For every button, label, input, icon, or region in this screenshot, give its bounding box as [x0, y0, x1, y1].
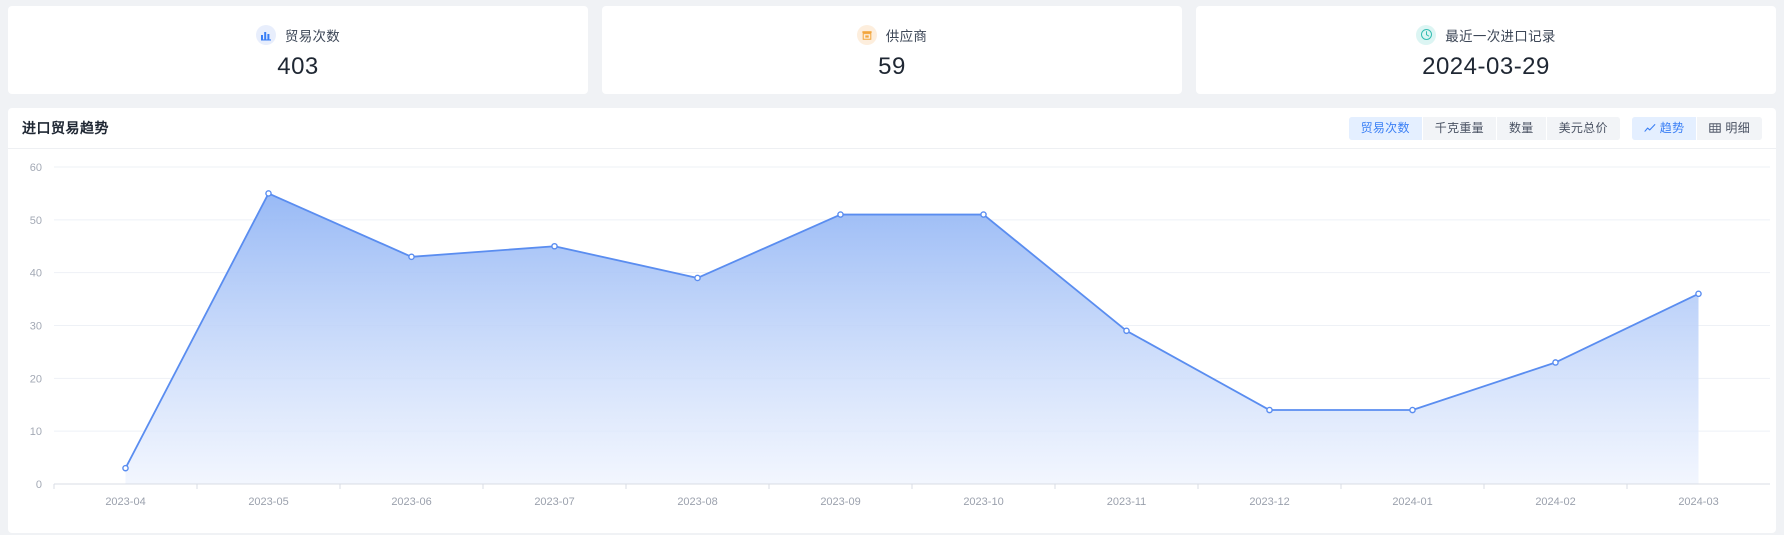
data-point — [1409, 406, 1416, 414]
trend-chart-panel: 进口贸易趋势 贸易次数 千克重量 数量 美元总价 — [8, 108, 1776, 533]
data-point — [1695, 290, 1702, 298]
data-point — [265, 190, 272, 197]
bar-chart-icon — [255, 24, 276, 45]
data-point — [1552, 359, 1559, 366]
data-point — [837, 211, 844, 218]
x-tick-label: 2023-07 — [534, 496, 574, 508]
x-tick-label: 2023-09 — [820, 496, 860, 508]
y-tick-label: 20 — [30, 373, 42, 385]
y-tick-label: 60 — [30, 162, 42, 174]
metric-tab-group: 贸易次数 千克重量 数量 美元总价 — [1348, 116, 1620, 140]
trend-area-chart[interactable]: 0 10 20 30 40 50 60 2023-04 2023-05 2023-06 2023-0… — [8, 149, 1776, 532]
line-chart-icon — [1644, 122, 1656, 134]
x-tick-label: 2023-05 — [248, 496, 288, 508]
panel-header: 进口贸易趋势 贸易次数 千克重量 数量 美元总价 — [8, 108, 1776, 149]
chart-line — [124, 192, 1699, 469]
x-tick-label: 2023-10 — [963, 496, 1003, 508]
stat-cards-row: 贸易次数 403 供应商 59 — [8, 6, 1776, 94]
data-point — [551, 242, 558, 250]
panel-toolbar: 贸易次数 千克重量 数量 美元总价 — [1348, 116, 1762, 140]
data-point — [1123, 327, 1130, 335]
stat-label: 供应商 — [885, 28, 928, 44]
tab-label: 千克重量 — [1434, 120, 1484, 135]
page-title: 进口贸易趋势 — [22, 120, 109, 136]
x-tick-label: 2024-03 — [1678, 496, 1718, 508]
tab-label: 贸易次数 — [1360, 120, 1410, 135]
tab-trend-view[interactable]: 趋势 — [1631, 116, 1698, 140]
data-point — [122, 464, 129, 472]
stat-label: 最近一次进口记录 — [1445, 28, 1556, 44]
stat-value: 2024-03-29 — [1422, 52, 1550, 80]
y-tick-label: 0 — [36, 479, 42, 491]
tab-label: 数量 — [1508, 120, 1534, 135]
stat-label: 贸易次数 — [284, 28, 341, 44]
x-tick-label: 2023-06 — [391, 496, 431, 508]
tab-detail-view[interactable]: 明细 — [1697, 116, 1762, 140]
data-point — [980, 211, 987, 218]
x-tick-label: 2024-02 — [1535, 496, 1575, 508]
view-tab-group: 趋势 明细 — [1631, 116, 1762, 140]
tab-kg-weight[interactable]: 千克重量 — [1422, 116, 1497, 140]
tab-label: 美元总价 — [1558, 120, 1608, 135]
tab-trade-count[interactable]: 贸易次数 — [1348, 116, 1423, 140]
stat-card-header: 最近一次进口记录 — [1416, 24, 1555, 46]
x-tick-label: 2023-08 — [677, 496, 717, 508]
y-tick-label: 30 — [30, 321, 42, 333]
chart-body[interactable]: 0 10 20 30 40 50 60 2023-04 2023-05 2023-06 2023-0… — [8, 149, 1776, 532]
data-point — [408, 253, 415, 261]
table-grid-icon — [1709, 122, 1722, 134]
tab-label: 趋势 — [1659, 120, 1685, 135]
tab-quantity[interactable]: 数量 — [1496, 116, 1547, 140]
stat-card-trade-count: 贸易次数 403 — [8, 6, 588, 94]
stat-card-supplier: 供应商 59 — [602, 6, 1182, 94]
y-tick-label: 10 — [30, 426, 42, 438]
y-tick-label: 40 — [30, 268, 42, 280]
stat-card-header: 贸易次数 — [255, 24, 341, 46]
stat-card-header: 供应商 — [856, 24, 928, 46]
data-point — [694, 274, 701, 282]
x-tick-label: 2024-01 — [1392, 496, 1432, 508]
tab-label: 明细 — [1725, 120, 1750, 135]
stat-value: 403 — [277, 52, 319, 80]
shop-icon — [856, 24, 877, 45]
stat-value: 59 — [878, 52, 906, 80]
clock-icon — [1416, 24, 1437, 45]
y-tick-label: 50 — [30, 215, 42, 227]
tab-usd-total[interactable]: 美元总价 — [1546, 116, 1620, 140]
x-tick-label: 2023-12 — [1249, 496, 1289, 508]
chart-area-fill — [125, 193, 1699, 484]
data-point — [1266, 406, 1273, 414]
stat-card-last-import: 最近一次进口记录 2024-03-29 — [1196, 6, 1776, 94]
x-tick-label: 2023-11 — [1107, 496, 1147, 508]
x-tick-label: 2023-04 — [105, 496, 145, 508]
